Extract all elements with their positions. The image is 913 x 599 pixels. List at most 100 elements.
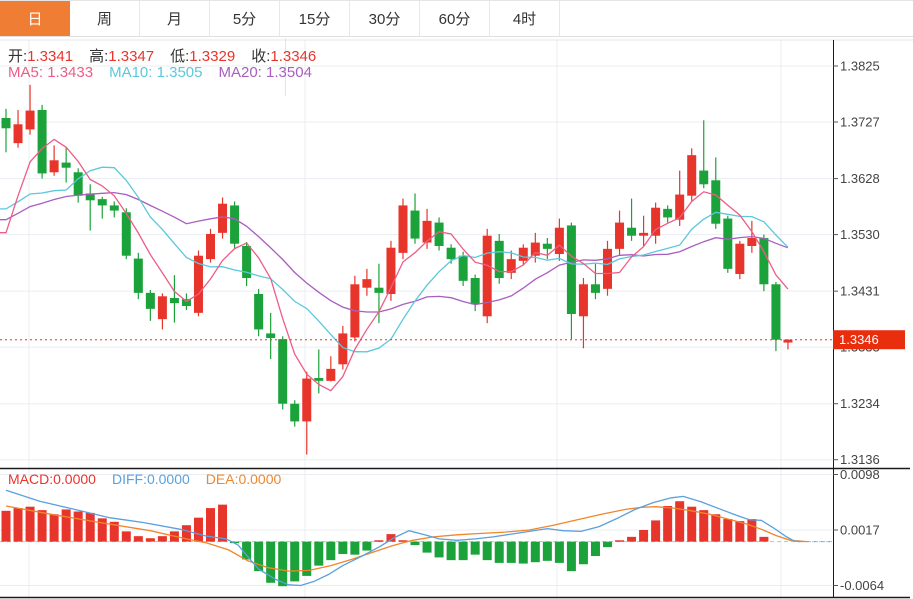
macd-bar	[398, 540, 408, 542]
macd-bar	[206, 508, 216, 542]
macd-bar	[470, 541, 480, 555]
macd-bar	[49, 514, 59, 542]
macd-bar	[386, 534, 396, 542]
tab-30min[interactable]: 30分	[350, 1, 420, 36]
macd-bar	[699, 510, 709, 542]
axis-tick-label: 1.3628	[840, 171, 880, 186]
candle-body	[362, 279, 372, 288]
candle-body	[615, 222, 625, 249]
candle-body	[61, 162, 71, 168]
tab-4hour[interactable]: 4时	[490, 1, 560, 36]
macd-bar	[314, 541, 324, 566]
candle-body	[422, 220, 432, 243]
ma5-value: 1.3433	[47, 64, 94, 81]
candle-body	[338, 333, 348, 365]
candles-layer	[1, 84, 793, 455]
tab-5min[interactable]: 5分	[210, 1, 280, 36]
candle-body	[97, 199, 107, 206]
ma20-label: MA20:	[218, 64, 262, 81]
macd-bar	[723, 519, 733, 542]
candle-body	[13, 124, 23, 144]
tab-monthly[interactable]: 月	[140, 1, 210, 36]
candle-body	[109, 205, 119, 211]
macd-bar	[651, 520, 661, 542]
macd-bar	[422, 541, 432, 553]
axis-tick-label: 0.0098	[840, 467, 880, 482]
macd-value: 0.0000	[53, 471, 96, 487]
macd-bar	[410, 541, 420, 546]
candle-body	[771, 284, 781, 340]
candle-body	[1, 118, 11, 129]
candle-body	[518, 247, 528, 261]
macd-bar	[615, 540, 625, 542]
macd-label: MACD:	[8, 471, 54, 487]
candle-body	[206, 234, 216, 260]
ma-legend: MA5: 1.3433 MA10: 1.3505 MA20: 1.3504	[8, 64, 328, 81]
candle-body	[446, 247, 456, 260]
macd-bar	[326, 541, 336, 561]
macd-bar	[590, 541, 600, 557]
axis-tick-label: 0.0017	[840, 523, 880, 538]
macd-bar	[157, 536, 167, 542]
candle-body	[687, 155, 697, 196]
macd-bar	[109, 521, 119, 542]
candle-body	[578, 284, 588, 317]
macd-legend: MACD:0.0000 DIFF:0.0000 DEA:0.0000	[8, 471, 297, 487]
axis-tick-label: 1.3530	[840, 227, 880, 242]
macd-bar	[675, 501, 685, 542]
axis-tick-label: 1.3727	[840, 115, 880, 130]
macd-bar	[735, 521, 745, 542]
candle-body	[410, 210, 420, 239]
tab-60min[interactable]: 60分	[420, 1, 490, 36]
macd-bar	[446, 541, 456, 561]
candle-body	[25, 110, 35, 130]
macd-bar	[61, 509, 71, 542]
high-value: 1.3347	[108, 48, 155, 65]
macd-histogram	[1, 501, 769, 587]
macd-bar	[242, 541, 252, 560]
open-label: 开:	[8, 48, 28, 65]
tab-15min[interactable]: 15分	[280, 1, 350, 36]
macd-bar	[218, 504, 228, 542]
macd-bar	[13, 508, 23, 542]
macd-bar	[578, 541, 588, 565]
macd-bar	[25, 506, 35, 542]
diff-label: DIFF:	[111, 471, 147, 487]
candle-body	[326, 368, 336, 381]
open-value: 1.3341	[27, 48, 74, 65]
candle-body	[675, 194, 685, 220]
macd-bar	[97, 518, 107, 542]
macd-bar	[374, 540, 384, 542]
dea-label: DEA:	[205, 471, 239, 487]
close-label: 收:	[251, 48, 271, 65]
tab-weekly[interactable]: 周	[70, 1, 140, 36]
macd-bar	[627, 536, 637, 542]
ma20-line	[0, 191, 789, 313]
ma5-line	[0, 138, 789, 392]
dea-line	[5, 505, 808, 572]
macd-bar	[639, 530, 649, 542]
candle-body	[663, 208, 673, 218]
candle-body	[783, 339, 793, 343]
candle-body	[542, 243, 552, 249]
candle-body	[386, 247, 396, 294]
macd-bar	[73, 511, 83, 542]
candle-body	[374, 287, 384, 293]
tab-daily[interactable]: 日	[0, 1, 70, 36]
candle-body	[145, 292, 155, 309]
macd-bar	[711, 514, 721, 542]
candle-body	[230, 205, 240, 244]
macd-bar	[121, 531, 131, 542]
macd-bar	[530, 541, 540, 563]
macd-bar	[494, 541, 504, 563]
axis-tick-label: 1.3825	[840, 59, 880, 74]
candle-body	[37, 110, 47, 174]
timeframe-tabbar: 日周月 5分 15分 30分 60分 4时	[0, 0, 913, 37]
macd-bar	[458, 541, 468, 561]
candle-body	[434, 222, 444, 246]
macd-bar	[759, 536, 769, 542]
macd-bar	[747, 519, 757, 542]
candle-body	[603, 248, 612, 289]
dea-value: 0.0000	[238, 471, 282, 487]
